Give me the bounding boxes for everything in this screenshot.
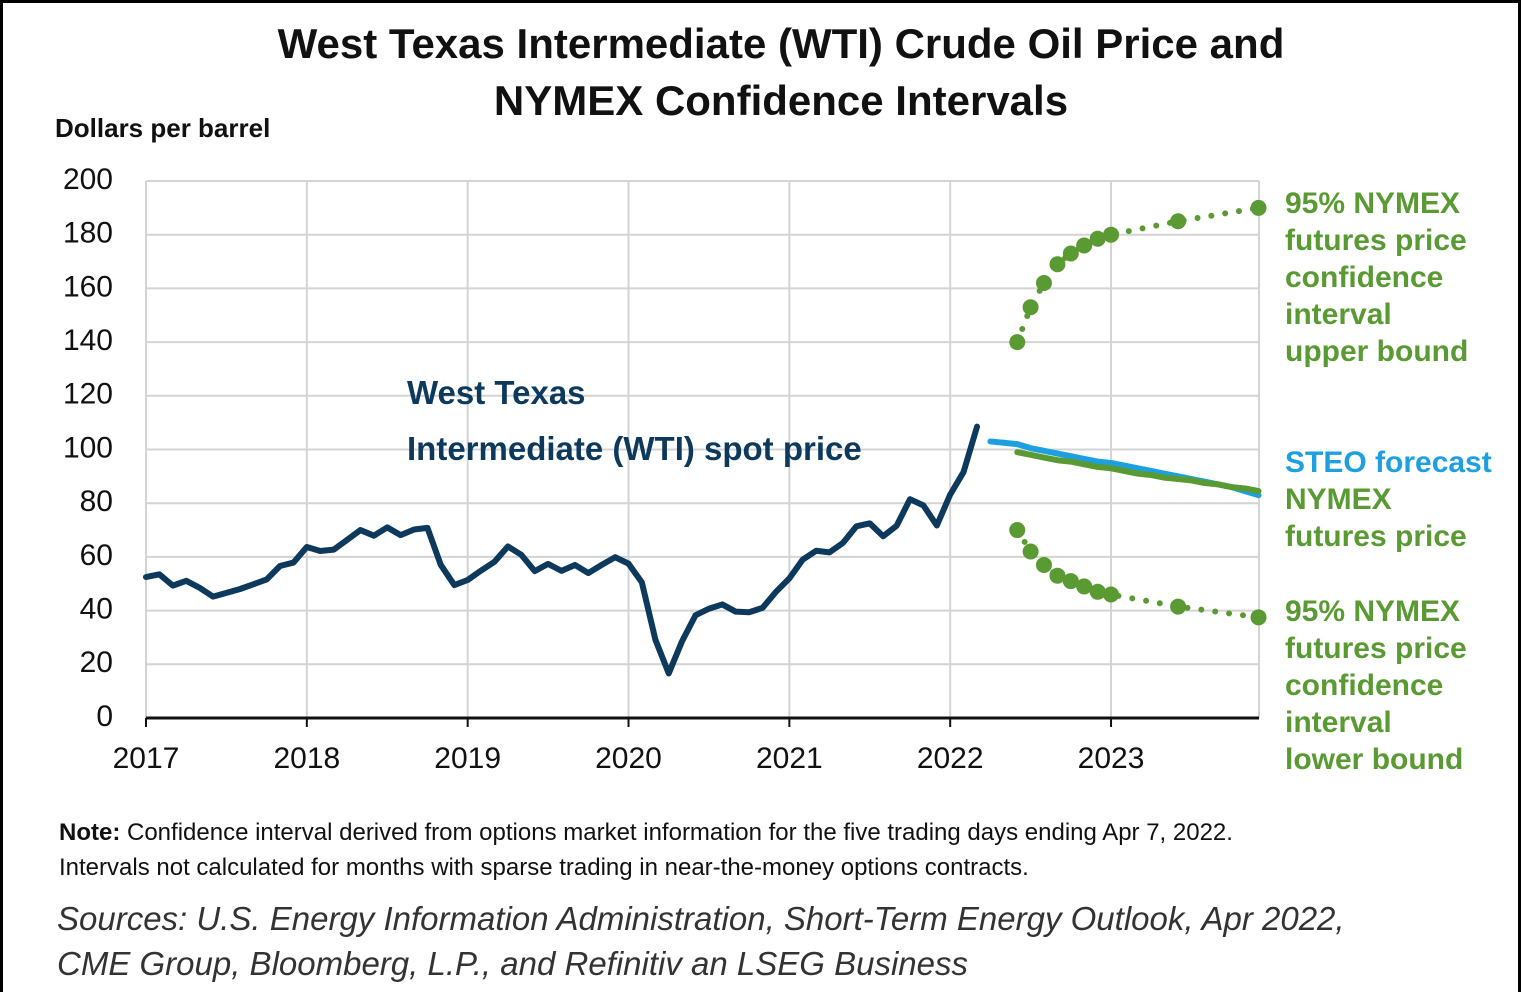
point <box>1035 275 1052 292</box>
y-tick-label: 80 <box>80 485 113 518</box>
series-label: NYMEX futures price <box>1285 483 1467 553</box>
x-tick-label: 2023 <box>1078 742 1145 775</box>
x-tick-label: 2019 <box>434 742 501 775</box>
x-tick-label: 2018 <box>273 742 340 775</box>
chart: 0 20 40 60 80 100 120 140 160 180 200 2017 2018 2019 2… <box>63 163 1267 775</box>
x-tick-label: 2017 <box>113 742 180 775</box>
point <box>1250 609 1267 626</box>
series-line <box>1014 449 1262 495</box>
point <box>1022 543 1039 560</box>
series-label: 95% NYMEX futures price confidence inter… <box>1285 595 1467 776</box>
point <box>1250 199 1267 216</box>
y-tick-label: 200 <box>63 163 113 196</box>
note-label: Note: <box>59 819 121 846</box>
point <box>1103 586 1120 603</box>
note: Note: Confidence interval derived from o… <box>59 815 1233 885</box>
point <box>1089 230 1106 247</box>
x-tick-label: 2020 <box>595 742 662 775</box>
y-tick-label: 40 <box>80 593 113 626</box>
point <box>1049 567 1066 584</box>
chart-title: West Texas Intermediate (WTI) Crude Oil … <box>277 20 1285 124</box>
point <box>1049 256 1066 273</box>
series-line <box>143 423 981 677</box>
point <box>1009 522 1026 539</box>
y-axis-label: Dollars per barrel <box>55 113 271 143</box>
series-line <box>1014 204 1262 346</box>
y-tick-label: 60 <box>80 539 113 572</box>
note-text: Confidence interval derived from options… <box>59 819 1233 881</box>
y-tick-label: 180 <box>63 217 113 250</box>
series-label: West Texas Intermediate (WTI) spot price <box>407 374 862 467</box>
point <box>1089 583 1106 600</box>
y-tick-label: 120 <box>63 378 113 411</box>
point <box>1103 226 1120 243</box>
point <box>1062 245 1079 262</box>
point <box>1035 556 1052 573</box>
y-tick-label: 100 <box>63 431 113 464</box>
point <box>1076 237 1093 254</box>
y-tick-label: 0 <box>96 700 113 733</box>
y-tick-label: 140 <box>63 324 113 357</box>
series-label: STEO forecast <box>1285 446 1492 479</box>
sources: Sources: U.S. Energy Information Adminis… <box>57 900 1345 982</box>
x-tick-label: 2022 <box>917 742 984 775</box>
x-tick-label: 2021 <box>756 742 823 775</box>
point <box>1062 573 1079 590</box>
point <box>1022 299 1039 316</box>
y-tick-label: 20 <box>80 646 113 679</box>
point <box>1170 213 1187 230</box>
series-label: 95% NYMEX futures price confidence inter… <box>1285 187 1469 368</box>
point <box>1076 578 1093 595</box>
y-tick-label: 160 <box>63 270 113 303</box>
point <box>1009 334 1026 351</box>
point <box>1170 598 1187 615</box>
